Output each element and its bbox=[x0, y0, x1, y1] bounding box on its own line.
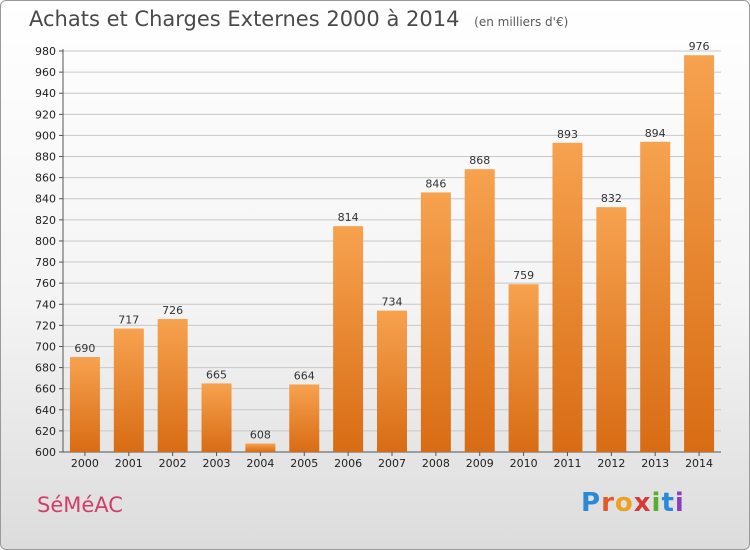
y-tick-label: 860 bbox=[35, 172, 56, 185]
data-label: 665 bbox=[206, 368, 227, 381]
town-name: SéMéAC bbox=[37, 493, 123, 517]
data-label: 726 bbox=[162, 304, 183, 317]
data-label: 894 bbox=[645, 127, 666, 140]
x-tick-label: 2008 bbox=[422, 457, 450, 470]
y-tick-label: 840 bbox=[35, 193, 56, 206]
chart-title-block: Achats et Charges Externes 2000 à 2014 (… bbox=[29, 7, 568, 31]
y-tick-label: 660 bbox=[35, 383, 56, 396]
y-tick-label: 960 bbox=[35, 66, 56, 79]
bar bbox=[69, 357, 100, 452]
y-tick-label: 800 bbox=[35, 235, 56, 248]
y-tick-label: 680 bbox=[35, 362, 56, 375]
y-tick-label: 900 bbox=[35, 129, 56, 142]
x-tick-label: 2014 bbox=[685, 457, 713, 470]
data-label: 734 bbox=[382, 296, 403, 309]
x-tick-label: 2004 bbox=[246, 457, 274, 470]
x-tick-label: 2000 bbox=[71, 457, 99, 470]
chart-subtitle: (en milliers d'€) bbox=[474, 15, 569, 29]
data-label: 976 bbox=[689, 40, 710, 53]
y-tick-label: 920 bbox=[35, 108, 56, 121]
data-label: 814 bbox=[338, 211, 359, 224]
chart-title: Achats et Charges Externes 2000 à 2014 bbox=[29, 7, 460, 31]
data-label: 690 bbox=[74, 342, 95, 355]
y-tick-label: 820 bbox=[35, 214, 56, 227]
bar bbox=[464, 169, 495, 453]
y-tick-label: 720 bbox=[35, 319, 56, 332]
y-tick-label: 940 bbox=[35, 87, 56, 100]
bar bbox=[289, 384, 320, 452]
bar bbox=[113, 328, 144, 452]
data-label: 759 bbox=[513, 269, 534, 282]
x-tick-label: 2005 bbox=[290, 457, 318, 470]
data-label: 717 bbox=[118, 314, 139, 327]
y-tick-label: 740 bbox=[35, 298, 56, 311]
bar bbox=[552, 142, 583, 452]
y-tick-label: 980 bbox=[35, 45, 56, 58]
bar bbox=[596, 207, 627, 452]
x-tick-label: 2003 bbox=[203, 457, 231, 470]
x-tick-label: 2006 bbox=[334, 457, 362, 470]
x-tick-label: 2001 bbox=[115, 457, 143, 470]
bar bbox=[377, 310, 407, 452]
data-label: 608 bbox=[250, 429, 271, 442]
x-tick-label: 2011 bbox=[553, 457, 581, 470]
data-label: 832 bbox=[601, 192, 622, 205]
y-tick-label: 620 bbox=[35, 425, 56, 438]
proxiti-logo: Proxiti bbox=[581, 488, 685, 518]
x-tick-label: 2012 bbox=[597, 457, 625, 470]
x-tick-label: 2010 bbox=[510, 457, 538, 470]
y-tick-label: 760 bbox=[35, 277, 56, 290]
y-tick-label: 640 bbox=[35, 404, 56, 417]
data-label: 893 bbox=[557, 128, 578, 141]
data-label: 664 bbox=[294, 369, 315, 382]
x-tick-label: 2009 bbox=[466, 457, 494, 470]
bar bbox=[333, 226, 364, 452]
bar bbox=[684, 55, 715, 452]
y-tick-label: 600 bbox=[35, 446, 56, 459]
x-tick-label: 2013 bbox=[641, 457, 669, 470]
bar bbox=[245, 443, 276, 452]
data-label: 868 bbox=[469, 154, 490, 167]
x-tick-label: 2002 bbox=[159, 457, 187, 470]
y-tick-label: 880 bbox=[35, 151, 56, 164]
y-tick-label: 700 bbox=[35, 340, 56, 353]
bar bbox=[640, 141, 671, 452]
bar bbox=[420, 192, 451, 452]
bar bbox=[508, 284, 539, 452]
y-tick-label: 780 bbox=[35, 256, 56, 269]
x-tick-label: 2007 bbox=[378, 457, 406, 470]
bar bbox=[201, 383, 232, 452]
bar bbox=[157, 319, 188, 452]
data-label: 846 bbox=[425, 177, 446, 190]
